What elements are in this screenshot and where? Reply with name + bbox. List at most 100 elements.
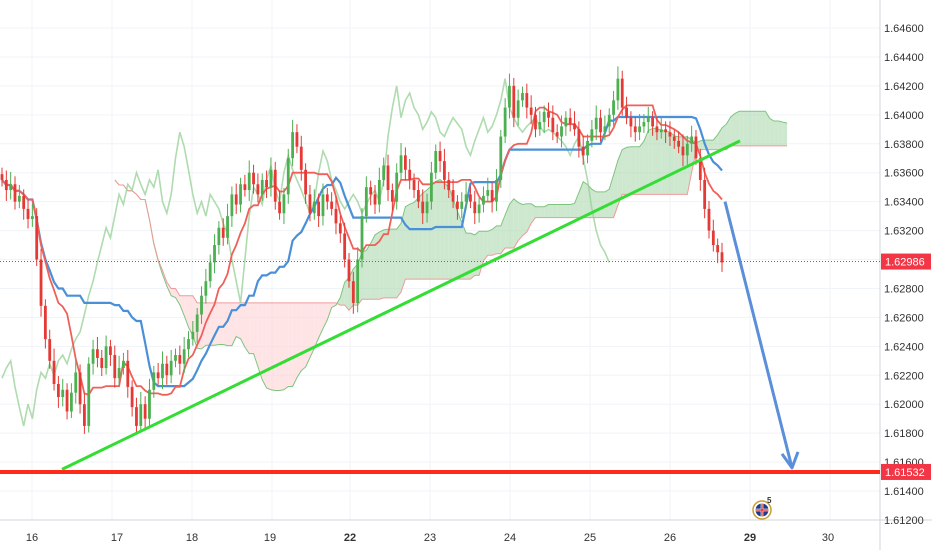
cloud-segment <box>630 146 636 195</box>
candle-body <box>659 129 663 133</box>
news-badge[interactable]: 5 <box>752 496 772 520</box>
cloud-segment <box>656 128 662 195</box>
candle-body <box>256 184 260 195</box>
x-tick-label: 30 <box>822 532 834 544</box>
cloud-segment <box>548 204 553 218</box>
cloud-segment <box>188 295 193 336</box>
candle-body <box>490 190 494 202</box>
cloud-segment <box>414 198 419 280</box>
candle-body <box>421 201 425 214</box>
candle-body <box>317 201 321 217</box>
cloud-segment <box>544 204 549 218</box>
uk-flag-icon <box>755 503 769 517</box>
candle-body <box>594 117 598 130</box>
candle-body <box>304 169 308 195</box>
cloud-segment <box>604 189 610 218</box>
candle-body <box>377 179 381 205</box>
cloud-segment <box>735 111 740 146</box>
y-tick-label: 1.63200 <box>884 226 924 238</box>
candle-body <box>204 281 208 296</box>
candle-body <box>56 383 60 397</box>
candle-body <box>529 107 533 115</box>
candle-body <box>607 114 611 127</box>
cloud-segment <box>496 225 501 254</box>
candle-body <box>564 117 568 127</box>
candle-body <box>174 355 177 361</box>
cloud-segment <box>487 229 493 256</box>
candle-body <box>672 136 676 141</box>
candle-body <box>416 190 420 202</box>
candle-body <box>43 305 47 340</box>
candle-body <box>499 136 503 180</box>
cloud-segment <box>270 302 276 391</box>
time-axis[interactable]: 16 17 18 19 22 23 24 25 26 29 30 <box>26 532 834 544</box>
cloud-segment <box>257 302 263 380</box>
candle-body <box>360 216 364 260</box>
candle-body <box>234 194 238 205</box>
candle-body <box>403 155 407 170</box>
candle-body <box>265 179 268 188</box>
candle-body <box>486 190 490 196</box>
cloud-segment <box>778 120 783 146</box>
candle-body <box>308 194 312 214</box>
cloud-segment <box>175 288 180 305</box>
candle-body <box>208 262 212 282</box>
cloud-segment <box>596 191 601 218</box>
candle-body <box>495 179 498 202</box>
cloud-segment <box>652 128 657 195</box>
cloud-segment <box>431 181 436 280</box>
price-axis[interactable]: 1.64600 1.64400 1.64200 1.64000 1.63800 1.636… <box>884 23 924 527</box>
candle-body <box>338 223 342 234</box>
candle-body <box>126 360 130 387</box>
cloud-segment <box>752 111 757 146</box>
candle-body <box>547 111 550 118</box>
candle-body <box>17 195 21 202</box>
candle-body <box>668 132 672 137</box>
candle-body <box>577 129 581 147</box>
x-tick-label: 25 <box>584 532 596 544</box>
cloud-segment <box>249 302 254 354</box>
candle-body <box>178 355 182 364</box>
candle-body <box>694 136 698 159</box>
candle-body <box>191 331 195 340</box>
x-tick-label: 22 <box>344 532 356 544</box>
candle-body <box>139 404 143 426</box>
candle-body <box>83 404 86 426</box>
candle-body <box>616 78 620 101</box>
cloud-segment <box>214 302 219 346</box>
cloud-segment <box>617 149 623 206</box>
candle-body <box>91 349 95 364</box>
cloud-segment <box>314 302 319 349</box>
cloud-segment <box>505 204 510 248</box>
cloud-segment <box>748 111 753 146</box>
cloud-segment <box>665 131 670 195</box>
candle-body <box>568 117 572 124</box>
cloud-segment <box>539 206 545 218</box>
candle-body <box>52 360 56 384</box>
cloud-segment <box>674 135 679 195</box>
candle-body <box>633 126 637 133</box>
candle-body <box>26 208 30 220</box>
x-tick-label: 16 <box>26 532 38 544</box>
cloud-segment <box>396 223 402 298</box>
candle-body <box>590 129 594 141</box>
cloud-segment <box>409 202 415 280</box>
candle-body <box>625 107 628 118</box>
cloud-segment <box>171 288 176 298</box>
candle-body <box>100 357 104 369</box>
cloud-segment <box>626 146 631 195</box>
candle-body <box>703 179 707 209</box>
candle-body <box>130 386 134 408</box>
y-tick-label: 1.63400 <box>884 197 924 209</box>
candle-body <box>716 245 720 253</box>
candle-body <box>4 179 8 191</box>
candle-body <box>581 146 585 156</box>
cloud-segment <box>236 302 241 339</box>
candle-body <box>96 349 99 358</box>
cloud-segment <box>275 302 280 391</box>
span-a-line <box>114 110 788 391</box>
cloud-segment <box>301 302 306 371</box>
candle-body <box>642 122 646 127</box>
